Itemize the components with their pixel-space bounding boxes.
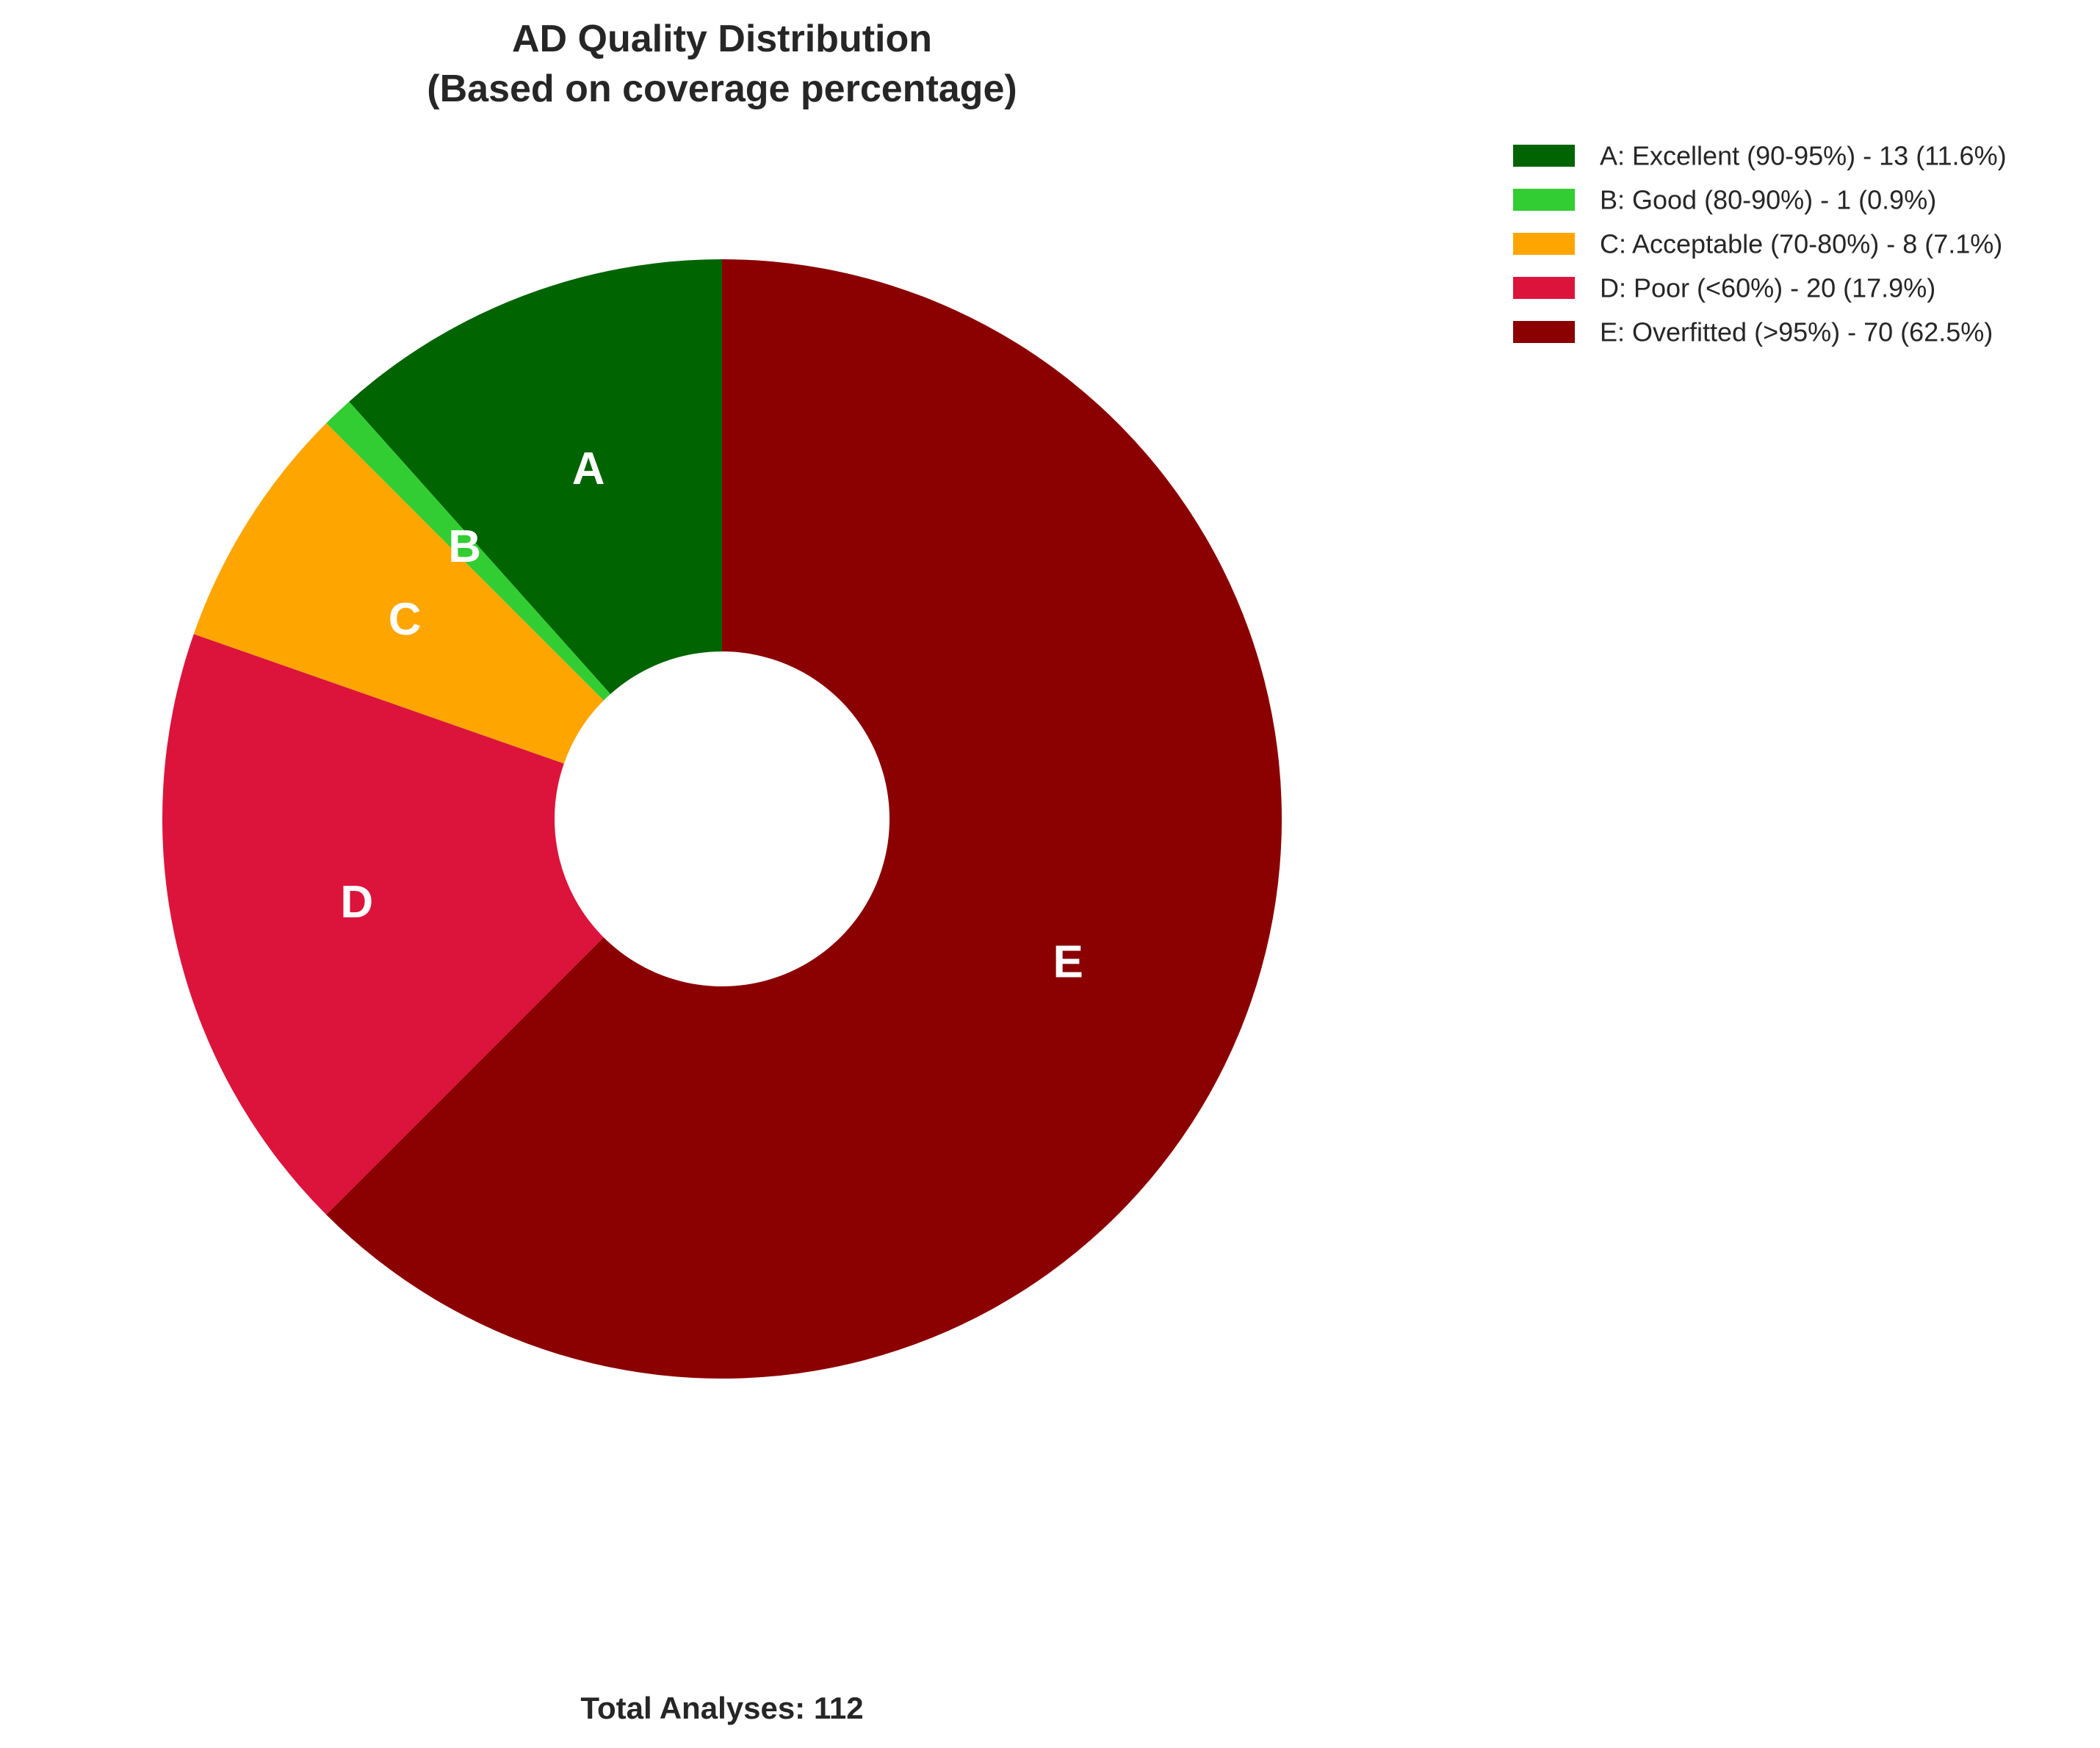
legend-swatch-d (1513, 277, 1575, 299)
legend-label-b: B: Good (80-90%) - 1 (0.9%) (1600, 185, 1936, 215)
total-analyses-label: Total Analyses: 112 (580, 1691, 863, 1725)
slice-label-b: B (448, 521, 481, 572)
legend-swatch-a (1513, 145, 1575, 167)
pie-slice-labels: A BC D E (340, 444, 1083, 988)
legend-swatch-e (1513, 321, 1575, 343)
slice-label-a: A (572, 444, 605, 494)
legend: A: Excellent (90-95%) - 13 (11.6%) B: Goo… (1513, 141, 2007, 347)
pie-slice-a (349, 259, 722, 694)
slice-label-e: E (1053, 937, 1083, 988)
legend-swatch-c (1513, 233, 1575, 255)
chart-subtitle: (Based on coverage percentage) (427, 68, 1017, 110)
chart-title: AD Quality Distribution (512, 18, 932, 60)
pie-slice-e (326, 259, 1282, 1379)
legend-swatch-b (1513, 189, 1575, 211)
legend-label-a: A: Excellent (90-95%) - 13 (11.6%) (1600, 141, 2007, 171)
legend-label-c: C: Acceptable (70-80%) - 8 (7.1%) (1600, 229, 2002, 259)
slice-label-c: C (389, 594, 422, 645)
legend-label-d: D: Poor (<60%) - 20 (17.9%) (1600, 273, 1935, 303)
slice-label-d: D (340, 877, 373, 928)
pie-slices (162, 259, 1282, 1379)
pie-slice-d (162, 634, 604, 1215)
pie-slice-b (326, 401, 611, 701)
pie-slice-c (193, 423, 604, 764)
legend-label-e: E: Overfitted (>95%) - 70 (62.5%) (1600, 317, 1993, 347)
